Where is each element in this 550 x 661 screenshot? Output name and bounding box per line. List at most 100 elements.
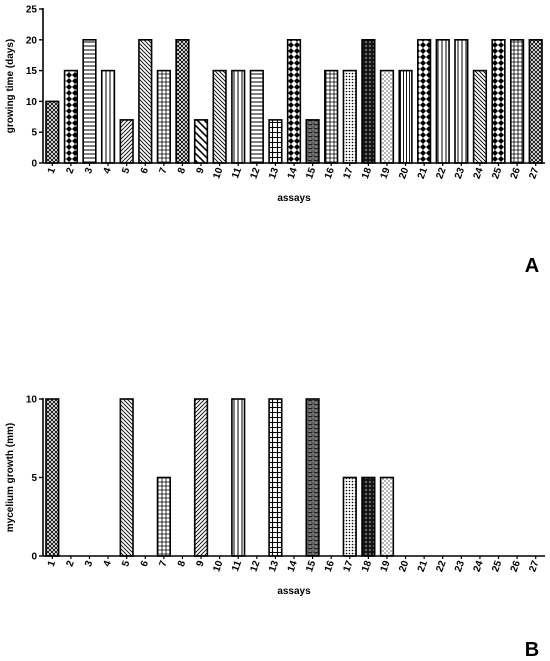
bar <box>231 69 246 164</box>
x-tick-label: 6 <box>139 166 151 175</box>
bar <box>491 38 506 164</box>
x-tick-label: 16 <box>323 559 337 574</box>
x-tick-label: 22 <box>434 166 448 181</box>
bar <box>100 69 116 164</box>
x-tick-label: 23 <box>453 166 467 181</box>
x-tick-label: 14 <box>286 559 300 574</box>
x-tick-label: 25 <box>490 559 504 574</box>
x-tick-label: 19 <box>379 559 393 574</box>
bar <box>417 38 432 164</box>
x-tick-label: 25 <box>490 166 504 181</box>
x-tick-label: 3 <box>83 166 95 175</box>
y-tick-label: 10 <box>26 395 38 406</box>
x-tick-label: 26 <box>509 559 523 574</box>
bar <box>249 69 264 164</box>
bar <box>305 119 320 164</box>
panel-label: A <box>525 255 539 277</box>
x-tick-label: 6 <box>139 559 151 568</box>
x-tick-label: 17 <box>341 559 355 574</box>
bar <box>342 476 357 557</box>
x-tick-label: 7 <box>157 559 169 568</box>
panel-label: B <box>525 639 539 661</box>
x-tick-label: 27 <box>527 166 541 181</box>
x-tick-label: 23 <box>453 559 467 574</box>
x-tick-label: 5 <box>120 559 132 568</box>
y-tick-label: 5 <box>31 128 37 139</box>
bar <box>454 38 469 164</box>
y-tick-label: 0 <box>31 159 37 170</box>
x-tick-label: 8 <box>176 166 188 175</box>
x-tick-label: 21 <box>416 166 430 181</box>
x-tick-label: 24 <box>472 559 486 574</box>
bar <box>82 38 97 164</box>
x-axis-title: assays <box>277 193 311 204</box>
x-tick-label: 19 <box>379 166 393 181</box>
bar <box>231 398 246 557</box>
x-tick-label: 9 <box>195 166 207 175</box>
bar <box>193 398 209 557</box>
y-tick-label: 0 <box>31 552 37 563</box>
x-tick-label: 12 <box>248 166 262 181</box>
x-tick-label: 2 <box>64 559 76 568</box>
bar <box>361 38 376 164</box>
x-tick-label: 4 <box>102 559 114 568</box>
x-tick-label: 3 <box>83 559 95 568</box>
bar <box>193 119 209 164</box>
x-tick-label: 18 <box>360 559 374 574</box>
y-tick-label: 20 <box>26 35 38 46</box>
x-tick-label: 11 <box>230 559 244 573</box>
x-tick-label: 5 <box>120 166 132 175</box>
x-tick-label: 16 <box>323 166 337 181</box>
bar <box>472 69 488 164</box>
x-tick-label: 12 <box>248 559 262 574</box>
x-tick-label: 15 <box>304 166 318 181</box>
bar <box>45 100 60 164</box>
bar <box>342 69 357 164</box>
x-tick-label: 10 <box>211 166 225 181</box>
bar <box>324 69 339 164</box>
x-tick-label: 1 <box>46 559 58 568</box>
y-tick-label: 15 <box>26 66 38 77</box>
x-tick-label: 9 <box>195 559 207 568</box>
y-axis-title: mycelium growth (mm) <box>5 423 16 532</box>
x-tick-label: 14 <box>286 166 300 181</box>
x-tick-label: 4 <box>102 166 114 175</box>
bar <box>45 398 60 557</box>
x-tick-label: 15 <box>304 559 318 574</box>
x-tick-label: 27 <box>527 559 541 574</box>
bar <box>268 119 283 164</box>
y-tick-label: 10 <box>26 97 38 108</box>
x-tick-label: 13 <box>267 559 281 574</box>
bar <box>361 476 376 557</box>
bar <box>435 38 450 164</box>
bar <box>63 69 79 164</box>
bar <box>119 119 134 164</box>
x-tick-label: 20 <box>397 166 411 181</box>
x-tick-label: 26 <box>509 166 523 181</box>
x-tick-label: 22 <box>434 559 448 574</box>
y-axis-title: growing time (days) <box>5 39 16 133</box>
x-tick-label: 8 <box>176 559 188 568</box>
x-tick-label: 2 <box>64 166 76 175</box>
x-tick-label: 20 <box>397 559 411 574</box>
bar <box>509 38 525 164</box>
x-tick-label: 21 <box>416 559 430 574</box>
x-tick-label: 13 <box>267 166 281 181</box>
bar <box>119 398 134 557</box>
bar <box>528 38 543 164</box>
bar <box>305 398 320 557</box>
y-tick-label: 25 <box>26 5 38 16</box>
x-axis-title: assays <box>277 586 311 597</box>
x-tick-label: 7 <box>157 166 169 175</box>
bar <box>286 38 302 164</box>
bar <box>138 38 153 164</box>
bar <box>379 476 395 557</box>
x-tick-label: 1 <box>46 166 58 175</box>
bar <box>175 38 190 164</box>
x-tick-label: 11 <box>230 166 244 180</box>
y-tick-label: 5 <box>31 473 37 484</box>
x-tick-label: 10 <box>211 559 225 574</box>
